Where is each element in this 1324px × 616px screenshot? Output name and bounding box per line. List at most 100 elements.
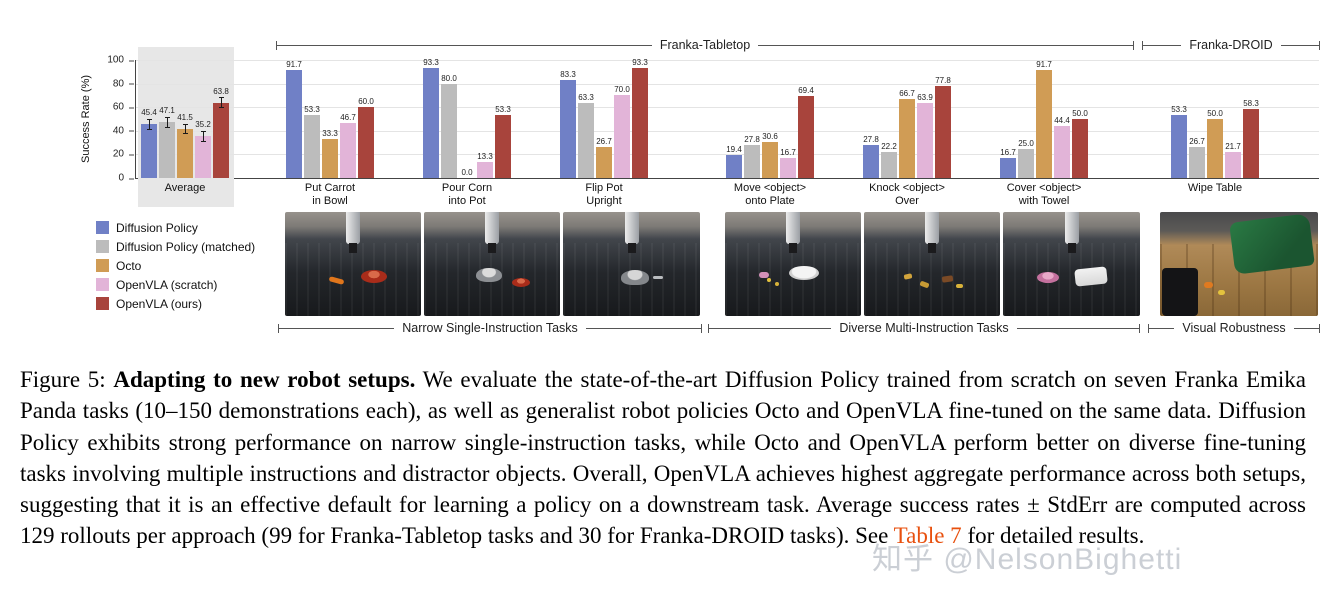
legend-item-diffusion-policy-matched: Diffusion Policy (matched)	[96, 237, 255, 256]
bar-value-label: 16.7	[1000, 148, 1016, 158]
caption-bold-lead: Adapting to new robot setups.	[113, 367, 416, 392]
legend-swatch	[96, 259, 109, 272]
error-bar	[164, 117, 170, 128]
robot-arm-icon	[485, 212, 499, 253]
bar-openvla-scratch: 16.7	[780, 148, 796, 178]
bar-value-label: 25.0	[1018, 138, 1034, 148]
x-axis-label-put-carrot: Put Carrot in Bowl	[304, 182, 356, 207]
franka-droid-label: Franka-DROID	[1189, 38, 1273, 52]
bar-group-average: 45.4 47.1 41.5 35.2 63.8	[141, 60, 229, 178]
steel-pot-icon	[621, 270, 649, 285]
bracket-line	[758, 44, 1134, 46]
bar-value-label: 53.3	[304, 105, 320, 115]
red-bowl-icon	[512, 278, 530, 287]
bar-value-label: 58.3	[1243, 99, 1259, 109]
bar-value-label: 77.8	[935, 76, 951, 86]
bracket-line	[1293, 327, 1319, 329]
legend-item-octo: Octo	[96, 256, 255, 275]
bar-value-label: 47.1	[159, 106, 175, 116]
bar-diffusion-policy-matched: 47.1	[159, 106, 175, 178]
bar-value-label: 60.0	[358, 97, 374, 107]
bracket-line	[279, 327, 395, 329]
bar-group-put-carrot: 91.7 53.3 33.3 46.7 60.0	[286, 60, 374, 178]
bar-diffusion-policy-matched: 53.3	[304, 105, 320, 178]
bar-openvla-ours: 63.8	[213, 87, 229, 178]
bar-diffusion-policy-matched: 25.0	[1018, 139, 1034, 178]
move-object-onto-plate-photo	[725, 212, 861, 316]
bracket-tick-icon	[1319, 40, 1320, 50]
legend-label: OpenVLA (scratch)	[116, 277, 218, 292]
wipe-table-droid-photo	[1160, 212, 1318, 316]
bracket-line	[1143, 44, 1182, 46]
x-axis-label-knock-object: Knock <object> Over	[869, 182, 945, 207]
gridline	[136, 154, 1319, 156]
gridline	[136, 60, 1319, 61]
bar-value-label: 45.4	[141, 108, 157, 118]
steel-pot-icon	[476, 268, 502, 282]
brown-object-icon	[941, 275, 954, 283]
white-plate-icon	[789, 266, 819, 280]
legend-label: Diffusion Policy	[116, 220, 198, 235]
legend-item-diffusion-policy: Diffusion Policy	[96, 218, 255, 237]
bar-value-label: 27.8	[863, 135, 879, 145]
bar-value-label: 63.8	[213, 86, 229, 96]
figure-caption: Figure 5: Adapting to new robot setups. …	[20, 364, 1306, 552]
bar-openvla-scratch: 63.9	[917, 93, 933, 178]
robot-arm-icon	[624, 212, 639, 253]
bar-value-label: 0.0	[461, 168, 473, 177]
y-tick-label: 0	[118, 172, 133, 184]
bar-diffusion-policy-matched: 63.3	[578, 93, 594, 178]
bar-value-label: 93.3	[423, 57, 439, 67]
bar-openvla-ours: 77.8	[935, 76, 951, 178]
bar-value-label: 41.5	[177, 113, 193, 123]
bar-value-label: 26.7	[596, 136, 612, 146]
gridline	[136, 130, 1319, 132]
robot-arm-icon	[786, 212, 800, 253]
bar-value-label: 27.8	[744, 135, 760, 145]
robot-arm-icon	[925, 212, 939, 253]
bracket-tick-icon	[1148, 323, 1149, 333]
bar-octo: 41.5	[177, 113, 193, 178]
bar-value-label: 46.7	[340, 112, 356, 122]
narrow-tasks-label: Narrow Single-Instruction Tasks	[402, 321, 578, 335]
bracket-line	[277, 44, 652, 46]
x-axis-label-average: Average	[164, 182, 206, 194]
bar-diffusion-policy: 91.7	[286, 60, 302, 178]
error-bar	[182, 123, 188, 135]
bar-value-label: 50.0	[1207, 109, 1223, 118]
error-bar	[200, 131, 206, 142]
table-ref-link[interactable]: Table 7	[893, 523, 962, 549]
bar-value-label: 83.3	[560, 69, 576, 79]
x-axis-label-pour-corn: Pour Corn into Pot	[441, 182, 493, 207]
corn-piece-icon	[903, 273, 913, 280]
robot-arm-icon	[1064, 212, 1079, 253]
y-tick-label: 20	[112, 148, 135, 160]
bracket-tick-icon	[1133, 40, 1135, 50]
bar-diffusion-policy-matched: 80.0	[441, 74, 457, 178]
bar-value-label: 53.3	[1171, 105, 1187, 115]
x-axis-label-flip-pot: Flip Pot Upright	[585, 182, 623, 207]
bracket-tick-icon	[276, 40, 277, 50]
knock-object-over-photo	[864, 212, 1000, 316]
figure-number: Figure 5:	[20, 367, 114, 392]
franka-droid-bracket: Franka-DROID	[1142, 37, 1320, 53]
y-tick-label: 100	[107, 54, 134, 66]
legend-swatch	[96, 278, 109, 291]
bar-openvla-scratch: 46.7	[340, 113, 356, 178]
visual-robustness-label: Visual Robustness	[1182, 321, 1286, 335]
zhihu-watermark: 知乎 @NelsonBighetti	[872, 543, 1183, 576]
bar-group-cover-object: 16.7 25.0 91.7 44.4 50.0	[1000, 60, 1088, 178]
caption-body: We evaluate the state-of-the-art Diffusi…	[20, 367, 1306, 549]
gridline	[136, 83, 1319, 85]
bar-octo: 33.3	[322, 129, 338, 178]
legend-label: Octo	[116, 258, 142, 273]
bar-value-label: 91.7	[286, 59, 302, 69]
bar-value-label: 80.0	[441, 73, 457, 83]
error-bar	[146, 119, 152, 130]
bar-octo: 50.0	[1207, 109, 1223, 178]
bar-value-label: 69.4	[798, 86, 814, 96]
bar-value-label: 30.6	[762, 131, 778, 141]
caption-tail: for detailed results.	[961, 523, 1145, 549]
orange-object-icon	[1204, 282, 1213, 288]
bar-openvla-ours: 69.4	[798, 86, 814, 178]
